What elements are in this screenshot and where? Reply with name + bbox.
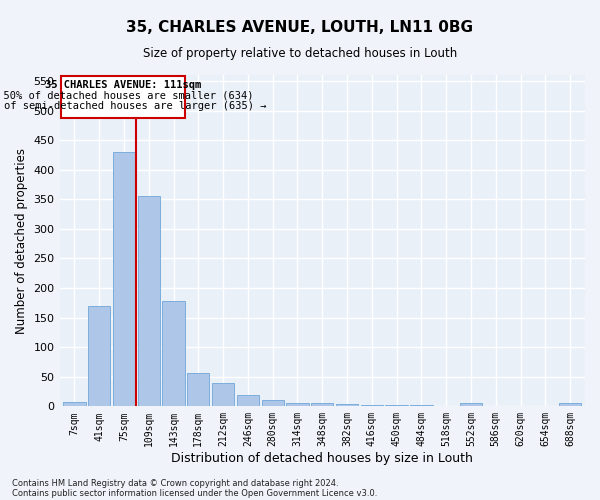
Bar bbox=[460, 404, 482, 406]
Bar bbox=[163, 301, 185, 406]
Bar bbox=[237, 394, 259, 406]
Bar bbox=[88, 306, 110, 406]
Text: 35 CHARLES AVENUE: 111sqm: 35 CHARLES AVENUE: 111sqm bbox=[44, 80, 201, 90]
Bar bbox=[361, 404, 383, 406]
Bar bbox=[385, 404, 408, 406]
Y-axis label: Number of detached properties: Number of detached properties bbox=[15, 148, 28, 334]
Bar bbox=[137, 196, 160, 406]
Bar bbox=[410, 404, 433, 406]
Bar bbox=[212, 382, 234, 406]
Bar bbox=[63, 402, 86, 406]
Bar bbox=[286, 403, 308, 406]
Bar bbox=[187, 372, 209, 406]
Text: Contains public sector information licensed under the Open Government Licence v3: Contains public sector information licen… bbox=[12, 488, 377, 498]
Bar bbox=[336, 404, 358, 406]
Text: 50% of semi-detached houses are larger (635) →: 50% of semi-detached houses are larger (… bbox=[0, 101, 266, 111]
Bar bbox=[311, 404, 334, 406]
Text: Size of property relative to detached houses in Louth: Size of property relative to detached ho… bbox=[143, 48, 457, 60]
Bar bbox=[559, 404, 581, 406]
Text: Contains HM Land Registry data © Crown copyright and database right 2024.: Contains HM Land Registry data © Crown c… bbox=[12, 478, 338, 488]
X-axis label: Distribution of detached houses by size in Louth: Distribution of detached houses by size … bbox=[172, 452, 473, 465]
Text: ← 50% of detached houses are smaller (634): ← 50% of detached houses are smaller (63… bbox=[0, 90, 254, 101]
Text: 35, CHARLES AVENUE, LOUTH, LN11 0BG: 35, CHARLES AVENUE, LOUTH, LN11 0BG bbox=[127, 20, 473, 35]
Bar bbox=[113, 152, 135, 406]
Bar bbox=[262, 400, 284, 406]
